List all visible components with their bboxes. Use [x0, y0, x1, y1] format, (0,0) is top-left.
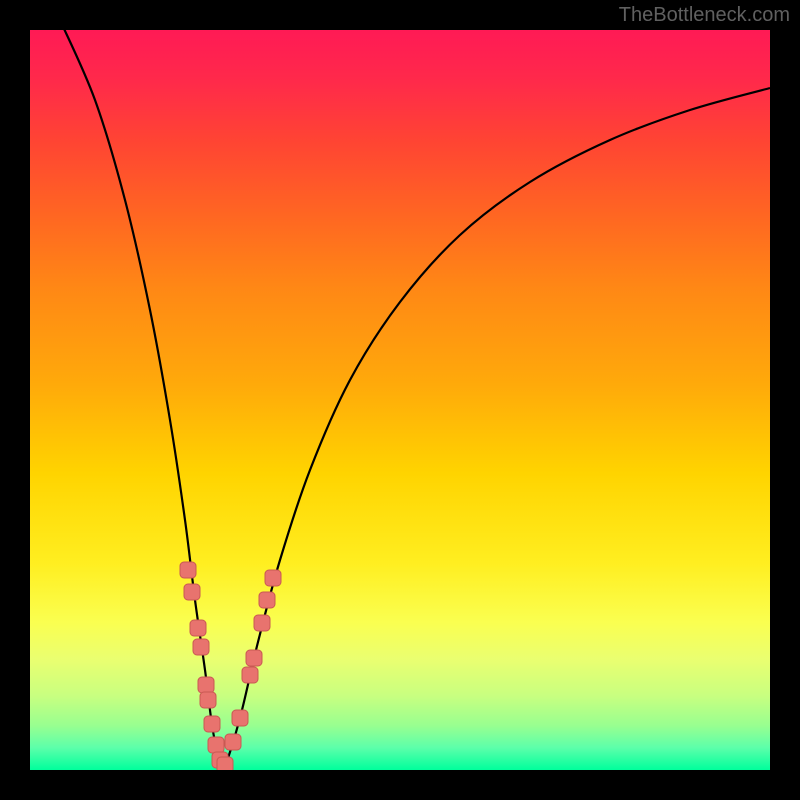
data-marker	[246, 650, 262, 666]
data-marker	[242, 667, 258, 683]
data-marker	[217, 757, 233, 770]
data-marker	[265, 570, 281, 586]
data-marker	[225, 734, 241, 750]
data-marker	[254, 615, 270, 631]
data-marker	[200, 692, 216, 708]
data-marker	[180, 562, 196, 578]
data-marker	[208, 737, 224, 753]
chart-container: TheBottleneck.com	[0, 0, 800, 800]
watermark-text: TheBottleneck.com	[619, 4, 790, 27]
data-marker	[198, 677, 214, 693]
plot-area	[30, 30, 770, 770]
data-marker	[259, 592, 275, 608]
data-marker	[232, 710, 248, 726]
bottleneck-curve	[60, 30, 770, 768]
curves-layer	[30, 30, 770, 770]
data-marker	[184, 584, 200, 600]
data-marker	[190, 620, 206, 636]
data-marker	[204, 716, 220, 732]
data-marker	[193, 639, 209, 655]
